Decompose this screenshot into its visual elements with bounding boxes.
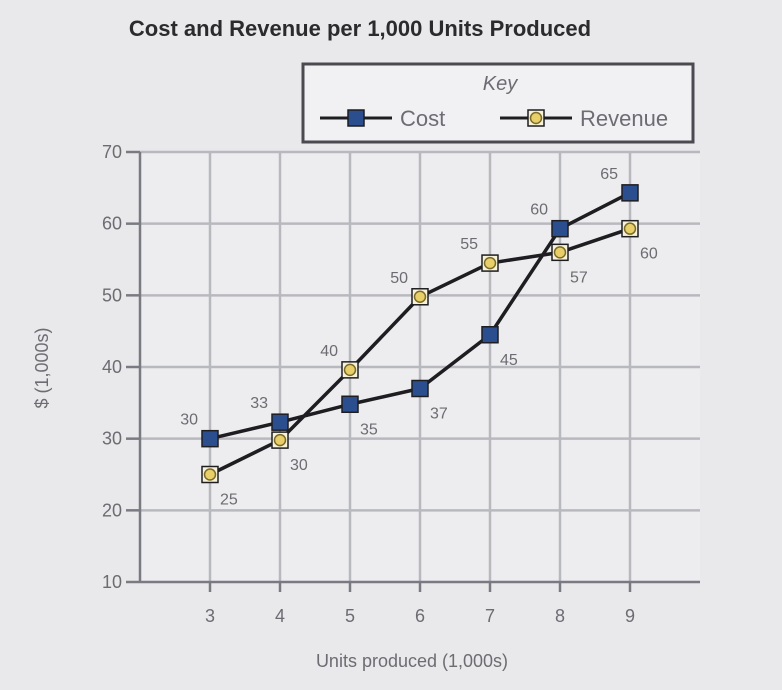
revenue-data-label-9: 60 <box>640 246 658 263</box>
cost-data-label-4: 33 <box>250 395 268 412</box>
revenue-data-label-8: 57 <box>570 269 588 286</box>
cost-data-label-5: 35 <box>360 421 378 438</box>
y-tick-label-30: 30 <box>102 429 122 449</box>
cost-point-6 <box>411 379 429 398</box>
y-tick-label-10: 10 <box>102 572 122 592</box>
cost-data-label-3: 30 <box>180 412 198 429</box>
revenue-point-7 <box>483 256 497 270</box>
y-tick-label-20: 20 <box>102 500 122 520</box>
chart-title: Cost and Revenue per 1,000 Units Produce… <box>129 16 591 41</box>
legend: Key Cost Revenue <box>301 62 695 144</box>
legend-revenue-marker <box>529 111 543 125</box>
y-tick-label-70: 70 <box>102 142 122 162</box>
revenue-point-3 <box>203 468 217 481</box>
x-axis-label: Units produced (1,000s) <box>316 651 508 671</box>
y-tick-label-50: 50 <box>102 285 122 305</box>
y-tick-label-40: 40 <box>102 357 122 377</box>
revenue-point-9 <box>623 222 637 235</box>
cost-data-label-6: 37 <box>430 406 448 423</box>
legend-revenue-label: Revenue <box>580 106 668 131</box>
revenue-point-8 <box>553 246 567 259</box>
legend-title: Key <box>483 73 518 95</box>
cost-point-3 <box>201 429 219 448</box>
x-tick-label-3: 3 <box>205 606 215 626</box>
revenue-point-6 <box>413 290 427 304</box>
revenue-data-label-7: 55 <box>460 236 478 253</box>
cost-data-label-7: 45 <box>500 352 518 369</box>
cost-point-8 <box>551 219 569 238</box>
y-tick-label-60: 60 <box>102 214 122 234</box>
x-tick-label-9: 9 <box>625 606 635 626</box>
revenue-data-label-5: 40 <box>320 343 338 360</box>
cost-point-5 <box>341 395 359 414</box>
cost-point-4 <box>271 413 289 431</box>
x-tick-label-8: 8 <box>555 606 565 626</box>
revenue-point-4 <box>273 433 287 447</box>
cost-data-label-8: 60 <box>530 202 548 219</box>
revenue-point-5 <box>343 363 357 377</box>
revenue-data-label-3: 25 <box>220 492 238 509</box>
legend-cost-label: Cost <box>400 106 445 131</box>
revenue-data-label-4: 30 <box>290 457 308 474</box>
cost-point-7 <box>481 326 499 344</box>
legend-cost-marker <box>347 109 365 127</box>
x-tick-label-4: 4 <box>275 606 285 626</box>
x-tick-label-5: 5 <box>345 606 355 626</box>
legend-box <box>301 62 695 144</box>
revenue-data-label-6: 50 <box>390 270 408 287</box>
y-axis-label: $ (1,000s) <box>32 327 52 408</box>
cost-data-label-9: 65 <box>600 166 618 183</box>
x-tick-label-6: 6 <box>415 606 425 626</box>
x-tick-label-7: 7 <box>485 606 495 626</box>
cost-point-9 <box>621 184 639 202</box>
